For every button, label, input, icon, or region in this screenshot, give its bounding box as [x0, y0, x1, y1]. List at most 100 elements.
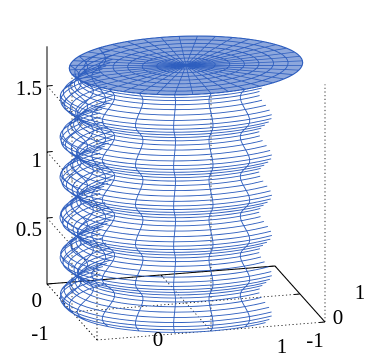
- surface-ring: [64, 225, 269, 278]
- top-cap-spoke: [156, 65, 187, 95]
- z-tick-label: 0.5: [16, 217, 42, 241]
- surface-ring: [63, 278, 270, 331]
- surface-ring: [66, 202, 267, 253]
- surface-ring: [65, 185, 268, 238]
- surface-ring: [59, 233, 272, 287]
- surface-ring: [77, 58, 260, 106]
- top-cap-spoke: [185, 65, 285, 80]
- floor-grid-line-x: [160, 274, 212, 332]
- surface-ring: [59, 192, 272, 247]
- surface-ring: [77, 99, 260, 146]
- top-cap-spoke: [69, 65, 187, 71]
- surface-ring: [76, 139, 261, 186]
- surface-ring: [77, 211, 261, 259]
- floor-grid-line-y: [96, 321, 326, 341]
- surface-ring: [78, 175, 260, 222]
- top-cap-spoke: [185, 65, 299, 71]
- surface-ring: [60, 189, 272, 243]
- top-cap-spoke: [178, 36, 187, 66]
- top-cap-spoke: [185, 65, 194, 95]
- top-cap-spoke: [143, 38, 187, 66]
- top-cap-spoke: [95, 65, 187, 87]
- x-tick-mark: [46, 283, 49, 287]
- surface-ring: [77, 256, 260, 303]
- top-cap-spoke: [174, 65, 187, 95]
- surface-ring: [59, 72, 272, 126]
- surface-meridian: [60, 64, 80, 304]
- surface-ring: [62, 108, 271, 162]
- surface-ring: [77, 54, 260, 102]
- surface-meridian: [70, 55, 89, 295]
- grid-line-z: [46, 217, 98, 275]
- surface-meridian: [91, 47, 107, 286]
- y-tick-label: -1: [306, 328, 324, 352]
- surface-ring: [73, 247, 263, 296]
- surface-ring: [68, 283, 266, 333]
- surface-ring: [72, 207, 264, 256]
- surface-ring: [65, 121, 269, 173]
- z-tick-label: 1.5: [16, 76, 42, 100]
- top-cap-spoke: [185, 44, 277, 66]
- x-tick-label: 0: [153, 327, 164, 351]
- top-cap-spoke: [139, 65, 187, 94]
- surface-meridian: [101, 88, 116, 328]
- top-cap-spoke: [185, 65, 261, 87]
- x-tick-mark: [274, 265, 277, 269]
- surface-meridian: [239, 88, 251, 328]
- floor-grid-line-y: [71, 293, 301, 313]
- x-tick-mark: [160, 274, 163, 278]
- z-tick-label: 0: [32, 288, 43, 312]
- top-cap-spoke: [185, 65, 293, 75]
- surface-ring: [78, 95, 260, 142]
- top-cap-spoke: [185, 65, 229, 92]
- surface-ring: [71, 166, 264, 216]
- top-cap-spoke: [108, 65, 187, 90]
- surface-ring: [78, 135, 260, 182]
- top-cap-spoke: [111, 44, 187, 66]
- top-cap-spoke: [71, 65, 187, 75]
- surface-ring: [70, 126, 265, 176]
- x-tick-label: -1: [31, 321, 49, 345]
- surface-ring: [74, 50, 262, 98]
- top-cap-spoke: [185, 38, 250, 66]
- surface-ring: [61, 148, 271, 202]
- x-tick-label: 1: [277, 334, 288, 356]
- top-cap-spoke: [185, 65, 212, 94]
- top-cap-spoke: [185, 65, 246, 90]
- top-cap-spoke: [185, 60, 303, 66]
- surface-ring: [78, 216, 260, 263]
- top-cap: [68, 35, 304, 96]
- surface-ring: [62, 68, 270, 121]
- top-cap-spoke: [185, 51, 295, 66]
- top-cap-spoke: [85, 65, 187, 84]
- tick-labels: 1.5 1 0.5 0 -1 0 1 -1 0 1: [16, 76, 365, 356]
- top-cap-spoke: [185, 37, 233, 66]
- grid-line-z: [46, 151, 98, 209]
- z-tick-label: 1: [32, 148, 43, 172]
- top-cap-spoke: [185, 36, 216, 66]
- surface-ring: [75, 90, 262, 138]
- top-cap-spoke: [185, 65, 274, 84]
- surface-ring: [63, 266, 270, 319]
- surface-meridian: [62, 74, 82, 313]
- top-cap-spoke: [185, 56, 301, 66]
- surface-meridian: [76, 82, 94, 321]
- top-cap-spoke: [77, 65, 187, 80]
- top-cap-spoke: [122, 65, 187, 92]
- y-tick-label: 1: [355, 280, 365, 304]
- surface-meridians: [60, 47, 251, 333]
- y-tick-label: 0: [333, 305, 344, 329]
- surface-ring: [68, 45, 266, 96]
- top-cap-spoke: [185, 41, 264, 66]
- surface-ring: [65, 161, 268, 213]
- top-cap-spoke: [126, 41, 187, 66]
- top-cap-spoke: [73, 60, 187, 66]
- top-cap-spoke: [160, 37, 187, 66]
- surface-ring: [75, 131, 261, 179]
- top-cap-spoke: [185, 35, 198, 66]
- surface-meridian: [135, 93, 144, 332]
- surface-meridian: [173, 94, 176, 333]
- surface-ring: [59, 273, 272, 328]
